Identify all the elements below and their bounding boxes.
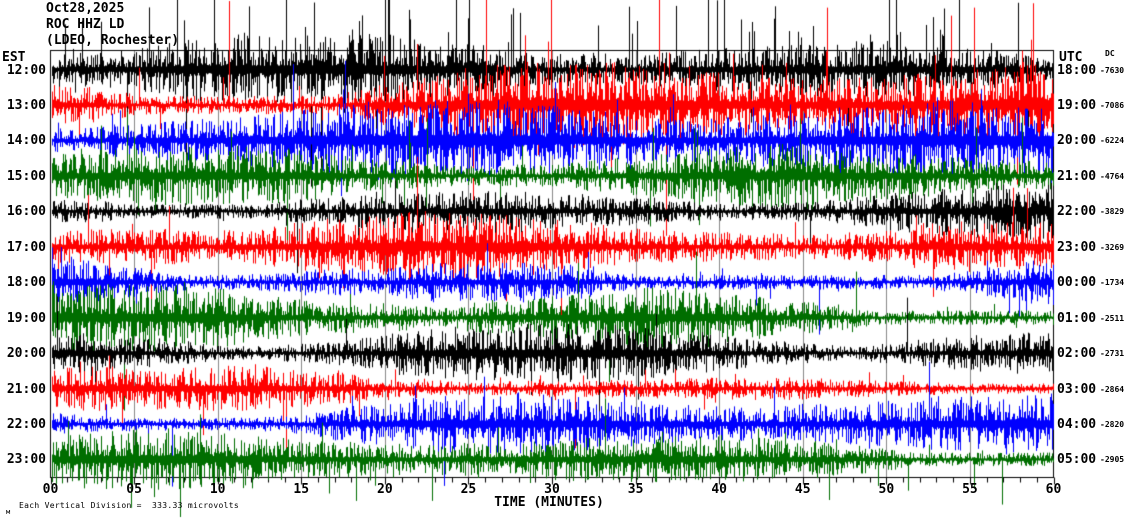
dc-value: -1734: [1100, 278, 1125, 288]
utc-time-label: 19:00: [1057, 97, 1097, 113]
scale-note: Each Vertical Division = 333.33 microvol…: [19, 501, 240, 510]
utc-time-label: 18:00: [1057, 62, 1097, 78]
x-tick-label: 20: [377, 482, 393, 497]
dc-value: -2511: [1100, 313, 1125, 323]
est-time-label: 21:00: [6, 381, 46, 397]
dc-value: -2864: [1100, 384, 1125, 394]
station-label: ROC HHZ LD: [46, 17, 125, 32]
utc-time-label: 01:00: [1057, 310, 1097, 326]
utc-axis-header: UTC: [1059, 50, 1083, 65]
x-tick-label: 50: [878, 482, 895, 497]
utc-time-label: 22:00: [1057, 204, 1097, 220]
utc-time-label: 23:00: [1057, 239, 1097, 255]
watermark-mark: м: [6, 508, 11, 516]
dc-value: -2905: [1100, 455, 1125, 465]
x-tick-label: 40: [711, 482, 727, 497]
station-location-label: (LDEO, Rochester): [46, 33, 180, 48]
utc-time-label: 04:00: [1057, 417, 1097, 432]
dc-column-header: DC: [1105, 49, 1115, 58]
est-axis-header: EST: [2, 50, 26, 65]
dc-value: -7630: [1100, 65, 1125, 75]
x-tick-label: 35: [627, 482, 644, 497]
dc-value: -2731: [1100, 349, 1125, 359]
utc-time-label: 20:00: [1057, 133, 1097, 149]
dc-value: -7086: [1100, 100, 1125, 110]
est-time-label: 18:00: [6, 275, 46, 291]
x-tick-label: 25: [460, 482, 477, 497]
x-axis-title: TIME (MINUTES): [494, 495, 604, 510]
x-tick-label: 30: [544, 482, 560, 497]
utc-time-label: 21:00: [1057, 168, 1097, 184]
est-time-label: 16:00: [6, 204, 46, 220]
est-time-label: 13:00: [6, 97, 46, 113]
est-time-label: 20:00: [6, 346, 46, 362]
x-tick-label: 55: [962, 482, 978, 497]
est-time-label: 12:00: [6, 62, 46, 78]
x-tick-label: 05: [126, 482, 142, 497]
x-tick-label: 60: [1045, 482, 1062, 497]
x-tick-label: 00: [42, 482, 59, 497]
dc-value: -6224: [1100, 136, 1125, 146]
est-time-label: 14:00: [6, 133, 46, 149]
est-time-label: 15:00: [6, 168, 46, 184]
x-tick-label: 45: [794, 482, 811, 497]
dc-value: -4764: [1100, 171, 1125, 181]
dc-value: -2820: [1100, 420, 1125, 429]
utc-time-label: 05:00: [1057, 452, 1097, 468]
x-tick-label: 10: [209, 482, 226, 497]
est-time-label: 22:00: [6, 417, 46, 432]
est-time-label: 19:00: [6, 310, 46, 326]
date-label: Oct28,2025: [46, 1, 125, 16]
dc-value: -3829: [1100, 207, 1125, 217]
est-time-label: 23:00: [6, 452, 46, 468]
x-tick-label: 15: [293, 482, 310, 497]
utc-time-label: 02:00: [1057, 346, 1097, 362]
utc-time-label: 03:00: [1057, 381, 1097, 397]
est-time-label: 17:00: [6, 239, 46, 255]
utc-time-label: 00:00: [1057, 275, 1097, 291]
dc-value: -3269: [1100, 242, 1125, 252]
